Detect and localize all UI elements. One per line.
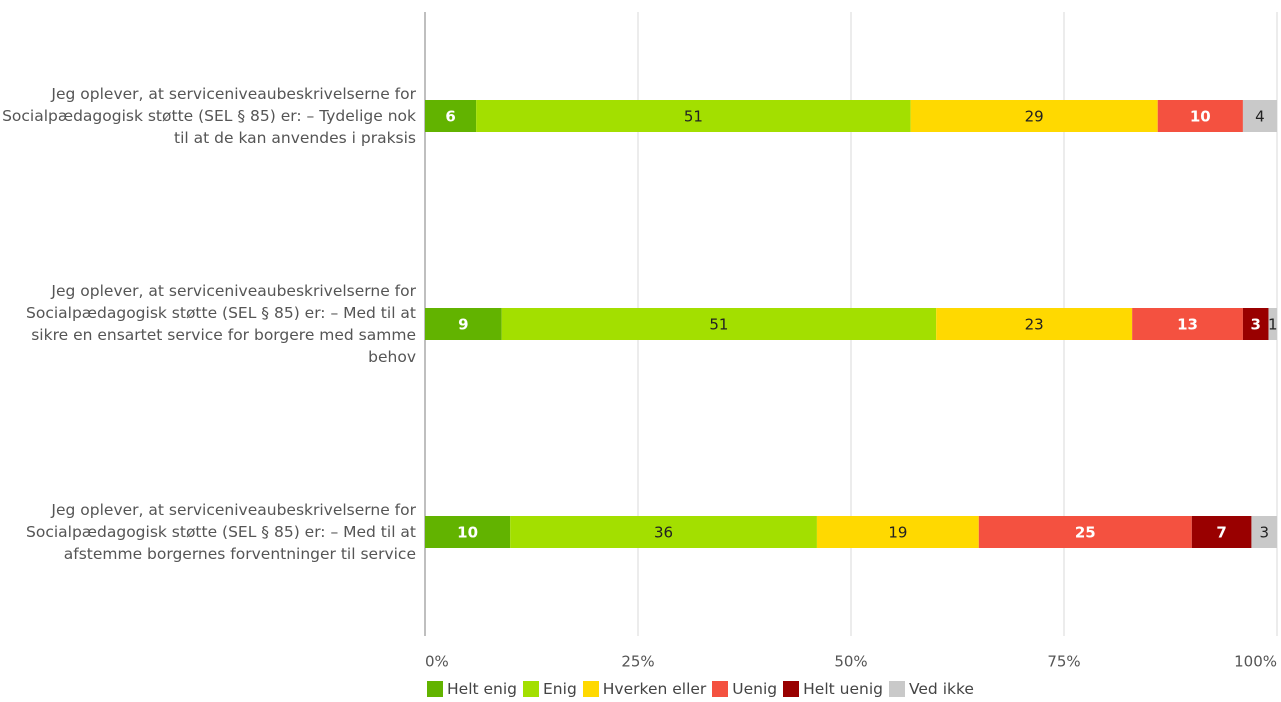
- legend-item: Helt enig: [427, 680, 517, 698]
- legend-item: Ved ikke: [889, 680, 974, 698]
- legend-label: Uenig: [732, 680, 778, 698]
- data-label: 10: [1190, 108, 1211, 126]
- category-label-box: Jeg oplever, at serviceniveaubeskrivelse…: [0, 477, 416, 587]
- legend-item: Uenig: [712, 680, 777, 698]
- category-label-box: Jeg oplever, at serviceniveaubeskrivelse…: [0, 61, 416, 171]
- bar-segment: [1191, 516, 1252, 548]
- bar-segment: [425, 308, 502, 340]
- data-label: 10: [457, 524, 478, 542]
- bar-segment: [425, 100, 477, 132]
- legend-item: Hverken eller: [582, 680, 707, 698]
- legend-label: Ved ikke: [909, 680, 974, 698]
- legend-label: Enig: [543, 680, 577, 698]
- legend-swatch: [523, 681, 540, 697]
- bar-segment: [936, 308, 1133, 340]
- bar-segment: [501, 308, 937, 340]
- x-tick-label: 75%: [1047, 653, 1080, 671]
- bar-segment: [910, 100, 1158, 132]
- legend-swatch: [712, 681, 729, 697]
- data-label: 13: [1177, 316, 1198, 334]
- bar-segment: [1242, 308, 1269, 340]
- bar-segment: [1242, 100, 1277, 132]
- data-label: 1: [1268, 316, 1278, 334]
- legend-swatch: [582, 681, 599, 697]
- data-label: 7: [1216, 524, 1226, 542]
- bar-segment: [476, 100, 911, 132]
- category-label: Jeg oplever, at serviceniveaubeskrivelse…: [2, 85, 416, 147]
- data-label: 9: [458, 316, 468, 334]
- legend: Helt enig Enig Hverken eller Uenig Helt ueni…: [427, 680, 974, 698]
- data-label: 23: [1025, 316, 1044, 334]
- data-label: 51: [709, 316, 728, 334]
- data-label: 6: [445, 108, 455, 126]
- data-label: 3: [1250, 316, 1260, 334]
- bar-segment: [978, 516, 1192, 548]
- x-tick-label: 0%: [425, 653, 449, 671]
- data-label: 19: [888, 524, 907, 542]
- category-label: Jeg oplever, at serviceniveaubeskrivelse…: [26, 282, 416, 366]
- legend-item: Helt uenig: [783, 680, 883, 698]
- legend-swatch: [783, 681, 800, 697]
- bar-segment: [816, 516, 979, 548]
- bar-segment: [1132, 308, 1243, 340]
- legend-swatch: [427, 681, 443, 697]
- data-label: 51: [684, 108, 703, 126]
- bar-segment: [425, 516, 511, 548]
- bar-segment: [1157, 100, 1243, 132]
- legend-item: Enig: [523, 680, 577, 698]
- data-label: 36: [654, 524, 673, 542]
- legend-swatch: [889, 681, 905, 697]
- data-label: 25: [1075, 524, 1096, 542]
- bar-segment: [1268, 308, 1277, 340]
- bar-segment: [510, 516, 817, 548]
- legend-label: Helt uenig: [803, 680, 883, 698]
- data-label: 3: [1259, 524, 1269, 542]
- category-label: Jeg oplever, at serviceniveaubeskrivelse…: [26, 501, 416, 563]
- bar-segment: [1251, 516, 1277, 548]
- data-label: 29: [1025, 108, 1044, 126]
- x-tick-label: 25%: [621, 653, 654, 671]
- x-tick-label: 50%: [834, 653, 867, 671]
- category-label-box: Jeg oplever, at serviceniveaubeskrivelse…: [0, 269, 416, 379]
- data-label: 4: [1255, 108, 1265, 126]
- x-tick-label: 100%: [1234, 653, 1277, 671]
- legend-label: Hverken eller: [602, 680, 707, 698]
- legend-label: Helt enig: [447, 680, 518, 698]
